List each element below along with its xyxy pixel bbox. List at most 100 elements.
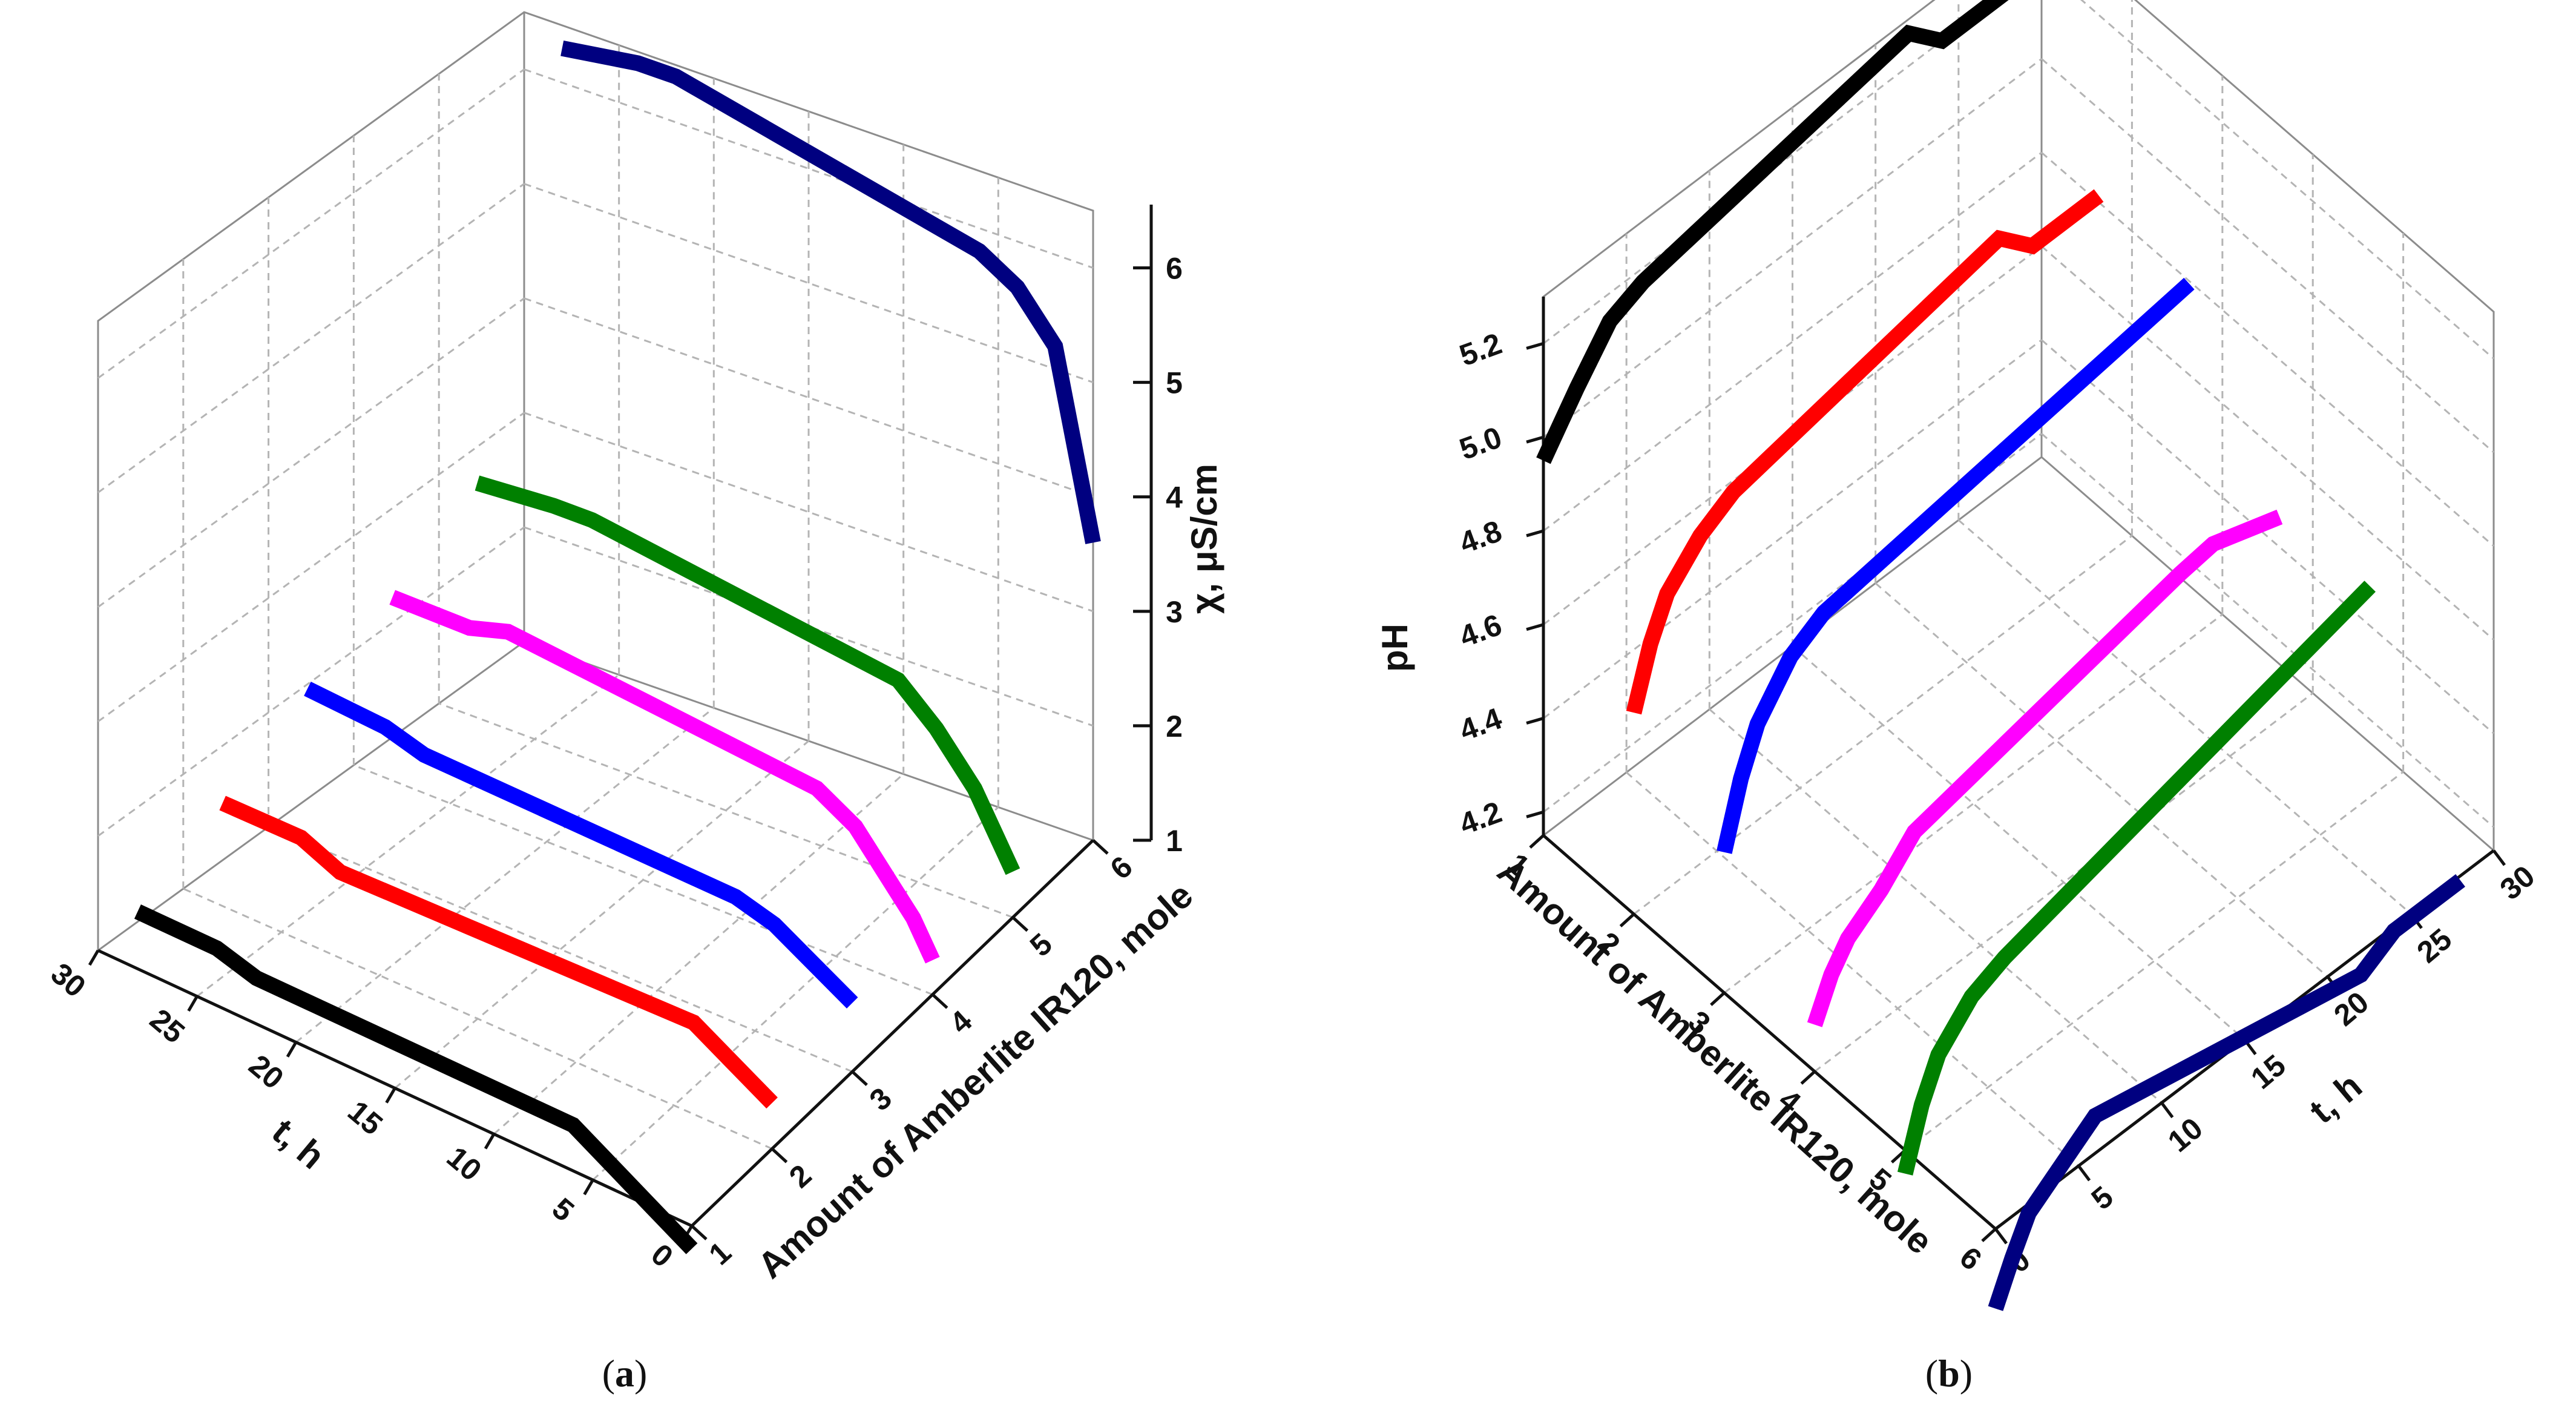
panel-b-tick-t — [2160, 1102, 2174, 1119]
panel-b-tick-z — [1526, 529, 1544, 538]
panel-b-tick-label-z: 4.4 — [1455, 701, 1506, 747]
panel-b-gridline-z — [2080, 0, 2494, 360]
panel-a-tick-label-t: 10 — [441, 1140, 488, 1188]
panel-b-tick-x — [1981, 1228, 1997, 1242]
panel-a-tick-label-y: 6 — [1104, 849, 1139, 886]
panel-b-gridline-z — [2041, 151, 2494, 547]
panel-a-tick-y — [770, 1147, 788, 1164]
panel-a-series-6-mole — [560, 40, 1101, 544]
panel-a-tick-t — [484, 1133, 496, 1150]
panel-b-gridline-floor-t — [1792, 645, 2246, 1041]
panel-b-series-4-mole — [1807, 509, 2283, 1027]
panel-a-amount-axis-line — [691, 839, 1094, 1227]
panel-a-gridline-floor-y — [183, 887, 773, 1150]
panel-b-gridline-z — [2041, 245, 2494, 640]
panel-b-series — [1536, 0, 2465, 1311]
panel-a-chi-axis-title: χ, μS/cm — [1184, 464, 1224, 614]
panel-a-tick-label-y: 1 — [703, 1235, 738, 1271]
panel-b-tick-z — [1526, 623, 1544, 631]
panel-b-gridline-floor-t — [1626, 771, 2080, 1167]
panel-a-gridline-floor-t — [295, 707, 715, 1043]
panel-a-tick-y — [851, 1070, 868, 1087]
panel-b-series-5-mole — [1897, 581, 2376, 1176]
panel-b-gridline-floor-t — [1709, 708, 2163, 1104]
panel-b-gridline-z — [2041, 433, 2494, 828]
panel-a-gridline-floor-t — [493, 773, 904, 1135]
panel-a-tick-label-z: 1 — [1166, 824, 1183, 858]
panel-a-amount-axis-title: Amount of Amberlite IR120, mole — [750, 875, 1200, 1286]
panel-a-letter: a — [615, 1352, 634, 1395]
panel-b-series-3-mole — [1717, 277, 2195, 854]
panel-b-tick-label-x: 6 — [1953, 1240, 1988, 1277]
panel-b-tick-x — [1710, 992, 1726, 1006]
panel-a-tick-label-z: 6 — [1166, 252, 1183, 286]
panel-b-tick-label-t: 25 — [2411, 922, 2459, 970]
panel-b-amount-axis-line — [1542, 834, 1997, 1230]
panel-b-tick-label-t: 10 — [2161, 1111, 2209, 1159]
panel-a-tick-y — [932, 993, 948, 1009]
panel-a-tick-label-t: 30 — [45, 956, 93, 1004]
panel-b-series-2-mole — [1626, 189, 2104, 715]
panel-a-tick-label-t: 5 — [546, 1191, 580, 1228]
panel-a-label: (a) — [602, 1352, 648, 1395]
panel-a-tick-t — [88, 949, 100, 966]
panel-a-series-5-mole — [475, 475, 1020, 875]
panel-b-letter: b — [1938, 1352, 1960, 1395]
panel-a-tick-label-z: 5 — [1166, 366, 1183, 400]
panel-b-label: (b) — [1925, 1352, 1973, 1395]
panel-a-tick-label-t: 20 — [243, 1048, 291, 1096]
panel-b-gridline-z — [2041, 58, 2494, 453]
panel-a-t-axis-title: t, h — [264, 1111, 332, 1177]
panel-a-gridline-floor-y — [353, 764, 933, 996]
panel-b-tick-label-z: 5.2 — [1455, 326, 1506, 372]
panel-a-tick-label-t: 0 — [645, 1237, 679, 1274]
panel-b-tick-t — [2492, 849, 2506, 866]
panel-a-tick-t — [187, 995, 199, 1012]
panel-a-gridline-z — [97, 183, 525, 493]
panel-a-series-1-mole — [134, 904, 698, 1254]
panel-a-tick-t — [385, 1087, 396, 1104]
panel-b-tick-z — [1526, 435, 1544, 444]
panel-a-tick-label-y: 5 — [1024, 927, 1059, 963]
panel-b-series-6-mole — [1988, 874, 2465, 1311]
panel-a-tick-label-z: 2 — [1166, 710, 1183, 743]
panel-b-tick-x — [1800, 1070, 1816, 1085]
panel-b-tick-z — [1526, 341, 1544, 350]
panel-a-tick-label-y: 3 — [863, 1081, 898, 1117]
panel-a-tick-y — [1092, 839, 1109, 855]
panel-a-gridline-z — [97, 412, 525, 723]
panel-a-tick-label-z: 3 — [1166, 595, 1183, 629]
panel-b-tick-label-z: 5.0 — [1455, 420, 1506, 466]
panel-b-gridline-floor-t — [1957, 519, 2411, 915]
panel-b-tick-x — [1529, 834, 1545, 849]
panel-a-gridline-floor-t — [592, 806, 999, 1181]
panel-b-gridline-floor-x — [1904, 771, 2404, 1151]
panel-a-series — [134, 40, 1101, 1254]
panel-b-tick-z — [1526, 717, 1544, 725]
panel-a-gridline-z — [97, 526, 525, 837]
panel-b-tick-label-t: 30 — [2494, 859, 2542, 907]
panel-a-tick-y — [691, 1225, 708, 1240]
panel-b-tick-label-t: 15 — [2244, 1048, 2292, 1096]
panel-b-tick-z — [1526, 810, 1544, 818]
panel-b-series-1-mole — [1536, 0, 2009, 464]
panel-b-gridline-floor-x — [1633, 535, 2133, 915]
panel-b-tick-label-z: 4.2 — [1455, 795, 1506, 841]
panel-a-tick-t — [583, 1179, 594, 1196]
panel-b-gridline-floor-x — [1723, 613, 2223, 994]
panel-b-tick-x — [1619, 913, 1635, 927]
panel-a-series-2-mole — [219, 795, 778, 1109]
panel-a-gridline-z — [97, 68, 525, 379]
panel-b-tick-label-z: 4.6 — [1455, 608, 1506, 654]
panel-a-gridline-floor-y — [438, 702, 1013, 918]
panel-a-tick-y — [1011, 916, 1029, 932]
panel-a-tick-label-y: 2 — [783, 1158, 818, 1194]
panel-a-tick-label-t: 15 — [341, 1094, 389, 1142]
panel-b-tick-t — [2077, 1165, 2091, 1182]
panel-a-tick-t — [286, 1041, 298, 1058]
panel-a-tick-label-z: 4 — [1166, 481, 1183, 515]
